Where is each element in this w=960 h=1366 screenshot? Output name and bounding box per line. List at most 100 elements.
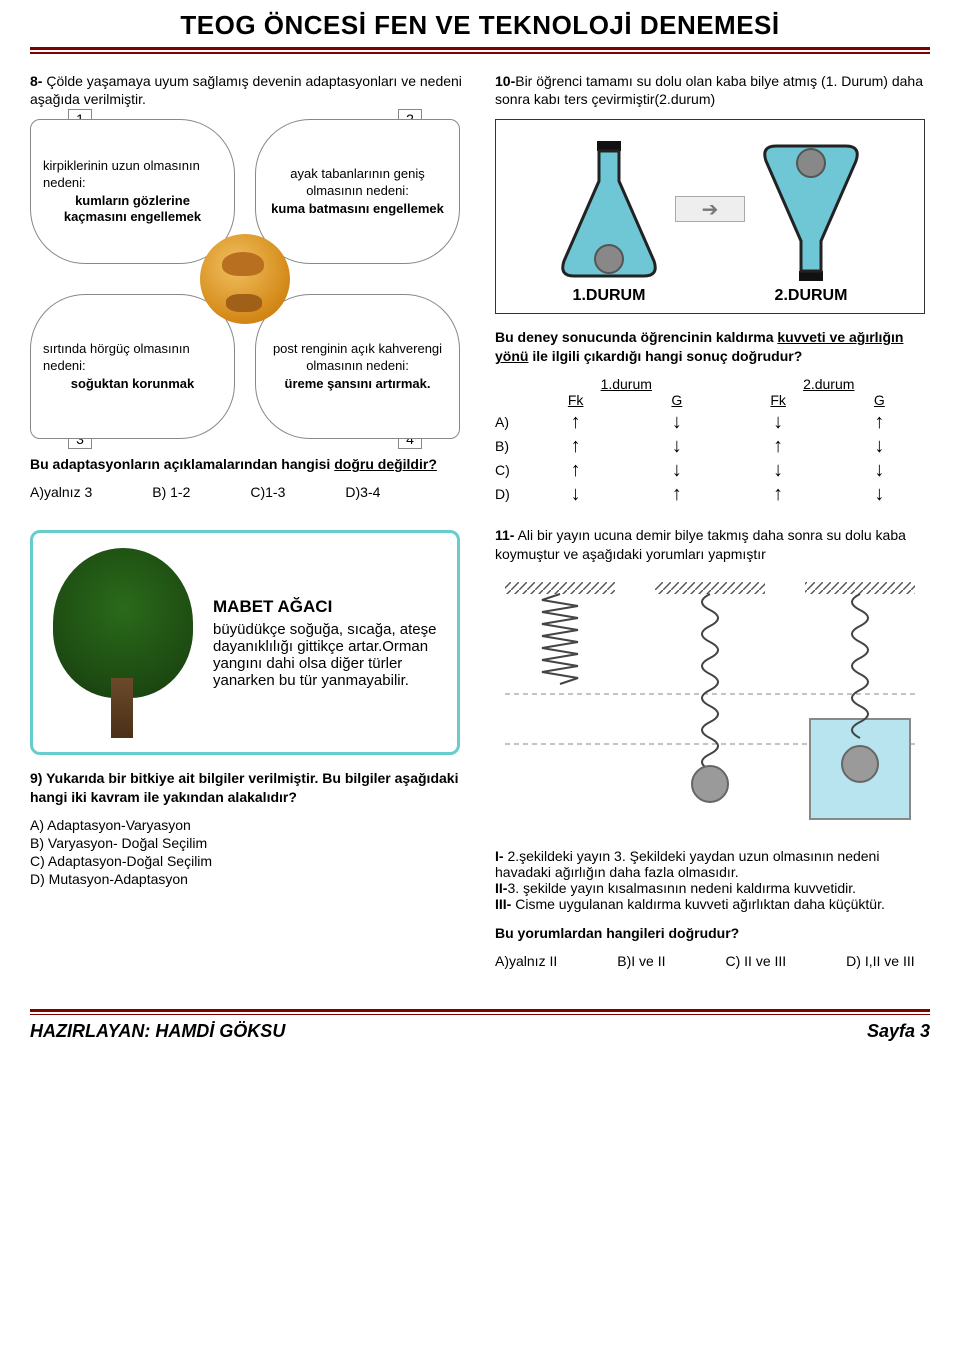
q10-row-a-label: A) xyxy=(495,414,525,430)
arrow-icon: ↑ xyxy=(829,412,930,432)
q11-opt-a[interactable]: A)yalnız II xyxy=(495,953,557,969)
arrow-right-icon: ➔ xyxy=(675,196,745,222)
arrow-icon: ↓ xyxy=(728,460,829,480)
q10-post-b: ile ilgili çıkardığı hangi sonuç doğrudu… xyxy=(528,348,802,364)
footer-author: HAZIRLAYAN: HAMDİ GÖKSU xyxy=(30,1021,285,1042)
q8-opt-c[interactable]: C)1-3 xyxy=(250,484,285,500)
arrow-icon: ↓ xyxy=(829,436,930,456)
q8-quad-1: kirpiklerinin uzun olmasının nedeni: kum… xyxy=(30,119,235,264)
q10-row-c-label: C) xyxy=(495,462,525,478)
q8-stem: 8- Çölde yaşamaya uyum sağlamış devenin … xyxy=(30,72,465,110)
q10-row-c[interactable]: C) ↑ ↓ ↓ ↓ xyxy=(495,460,930,480)
doc-title: TEOG ÖNCESİ FEN VE TEKNOLOJİ DENEMESİ xyxy=(30,10,930,41)
q9-stem-text: Yukarıda bir bitkiye ait bilgiler verilm… xyxy=(30,770,458,805)
q8-quad-3: sırtında hörgüç olmasının nedeni: soğukt… xyxy=(30,294,235,439)
footer-rule xyxy=(30,1009,930,1012)
q9-number: 9) xyxy=(30,770,42,786)
q8-quad-4: post renginin açık kahverengi olmasının … xyxy=(255,294,460,439)
q11-opt-d[interactable]: D) I,II ve III xyxy=(846,953,914,969)
q10-stem: 10-Bir öğrenci tamamı su dolu olan kaba … xyxy=(495,72,930,110)
q10-label-2: 2.DURUM xyxy=(775,287,848,305)
q9-stem: 9) Yukarıda bir bitkiye ait bilgiler ver… xyxy=(30,769,465,807)
arrow-icon: ↓ xyxy=(626,460,727,480)
q9-opt-d[interactable]: D) Mutasyon-Adaptasyon xyxy=(30,871,465,887)
q10-g-2: G xyxy=(829,392,930,408)
q8-quad-3-reason: sırtında hörgüç olmasının nedeni: xyxy=(43,341,222,374)
q9-opt-a[interactable]: A) Adaptasyon-Varyasyon xyxy=(30,817,465,833)
q10-row-b[interactable]: B) ↑ ↓ ↑ ↓ xyxy=(495,436,930,456)
q10-label-1: 1.DURUM xyxy=(573,287,646,305)
q11-i3-text: Cisme uygulanan kaldırma kuvveti ağırlık… xyxy=(515,896,885,912)
q8-stem-text: Çölde yaşamaya uyum sağlamış devenin ada… xyxy=(30,73,462,108)
q8-quad-4-reason: post renginin açık kahverengi olmasının … xyxy=(268,341,447,374)
q10-figure: 1.DURUM ➔ 2.DURUM xyxy=(495,119,925,314)
q8-options: A)yalnız 3 B) 1-2 C)1-3 D)3-4 xyxy=(30,484,465,500)
q10-row-b-label: B) xyxy=(495,438,525,454)
q10-row-d[interactable]: D) ↓ ↑ ↑ ↓ xyxy=(495,484,930,504)
q11-options: A)yalnız II B)I ve II C) II ve III D) I,… xyxy=(495,953,930,969)
q11-stem: 11- Ali bir yayın ucuna demir bilye takm… xyxy=(495,526,930,564)
q8-quad-1-answer: kumların gözlerine kaçmasını engellemek xyxy=(43,193,222,226)
q8-quad-4-answer: üreme şansını artırmak. xyxy=(268,376,447,392)
q8-quad-2-answer: kuma batmasını engellemek xyxy=(268,201,447,217)
arrow-icon: ↓ xyxy=(525,484,626,504)
arrow-icon: ↑ xyxy=(525,412,626,432)
q9-tree-box: MABET AĞACI büyüdükçe soğuğa, sıcağa, at… xyxy=(30,530,460,755)
q11-stem-text: Ali bir yayın ucuna demir bilye takmış d… xyxy=(495,527,906,562)
left-column: 8- Çölde yaşamaya uyum sağlamış devenin … xyxy=(30,72,465,989)
q10-flask-2: 2.DURUM xyxy=(751,141,871,305)
arrow-icon: ↑ xyxy=(525,460,626,480)
arrow-icon: ↓ xyxy=(829,484,930,504)
rule-thin xyxy=(30,52,930,54)
q8-opt-b[interactable]: B) 1-2 xyxy=(152,484,190,500)
q10-col-1: 1.durum xyxy=(525,376,728,392)
footer: HAZIRLAYAN: HAMDİ GÖKSU Sayfa 3 xyxy=(30,1021,930,1042)
q10-stem-text: Bir öğrenci tamamı su dolu olan kaba bil… xyxy=(495,73,923,108)
q10-arrow-table: 1.durum 2.durum FkG FkG A) ↑ ↓ ↓ ↑ B) ↑ xyxy=(495,376,930,504)
q9-tree-text: MABET AĞACI büyüdükçe soğuğa, sıcağa, at… xyxy=(213,597,447,689)
springs-icon xyxy=(495,574,925,834)
q8-quad-2: ayak tabanlarının geniş olmasının nedeni… xyxy=(255,119,460,264)
q10-post-a: Bu deney sonucunda öğrencinin kaldırma xyxy=(495,329,777,345)
q10-g-1: G xyxy=(626,392,727,408)
footer-rule-thin xyxy=(30,1014,930,1016)
q10-col-2: 2.durum xyxy=(728,376,931,392)
q8-quad-2-reason: ayak tabanlarının geniş olmasının nedeni… xyxy=(268,166,447,199)
q10-post: Bu deney sonucunda öğrencinin kaldırma k… xyxy=(495,328,930,366)
q11-i1-text: 2.şekildeki yayın 3. Şekildeki yaydan uz… xyxy=(495,848,879,880)
q8-opt-a[interactable]: A)yalnız 3 xyxy=(30,484,92,500)
two-columns: 8- Çölde yaşamaya uyum sağlamış devenin … xyxy=(30,72,930,989)
q11-i1: I- 2.şekildeki yayın 3. Şekildeki yaydan… xyxy=(495,848,930,880)
q11-number: 11- xyxy=(495,527,514,543)
q11-opt-c[interactable]: C) II ve III xyxy=(725,953,786,969)
q11-opt-b[interactable]: B)I ve II xyxy=(617,953,665,969)
arrow-icon: ↓ xyxy=(626,412,727,432)
q10-number: 10- xyxy=(495,73,515,89)
q8-prompt: Bu adaptasyonların açıklamalarından hang… xyxy=(30,455,465,474)
arrow-icon: ↓ xyxy=(728,412,829,432)
arrow-icon: ↑ xyxy=(626,484,727,504)
q9-opt-c[interactable]: C) Adaptasyon-Doğal Seçilim xyxy=(30,853,465,869)
q11-i3: III- Cisme uygulanan kaldırma kuvveti ağ… xyxy=(495,896,930,912)
right-column: 10-Bir öğrenci tamamı su dolu olan kaba … xyxy=(495,72,930,989)
arrow-icon: ↑ xyxy=(525,436,626,456)
q8-opt-d[interactable]: D)3-4 xyxy=(345,484,380,500)
arrow-icon: ↑ xyxy=(728,484,829,504)
q11-prompt: Bu yorumlardan hangileri doğrudur? xyxy=(495,924,930,943)
q10-fk-1: Fk xyxy=(525,392,626,408)
camel-icon xyxy=(200,234,290,324)
flask-up-icon xyxy=(549,141,669,281)
q9-opt-b[interactable]: B) Varyasyon- Doğal Seçilim xyxy=(30,835,465,851)
q9-tree-body: büyüdükçe soğuğa, sıcağa, ateşe dayanıkl… xyxy=(213,621,447,689)
q8-quad-3-answer: soğuktan korunmak xyxy=(43,376,222,392)
q8-prompt-prefix: Bu adaptasyonların açıklamalarından hang… xyxy=(30,456,334,472)
q11-figure xyxy=(495,574,925,834)
rule-top xyxy=(30,47,930,50)
arrow-icon: ↓ xyxy=(829,460,930,480)
tree-icon xyxy=(43,548,203,738)
flask-down-icon xyxy=(751,141,871,281)
q11-i2-text: 3. şekilde yayın kısalmasının nedeni kal… xyxy=(507,880,856,896)
q11-i2: II-3. şekilde yayın kısalmasının nedeni … xyxy=(495,880,930,896)
q9-options: A) Adaptasyon-Varyasyon B) Varyasyon- Do… xyxy=(30,817,465,887)
q10-row-a[interactable]: A) ↑ ↓ ↓ ↑ xyxy=(495,412,930,432)
